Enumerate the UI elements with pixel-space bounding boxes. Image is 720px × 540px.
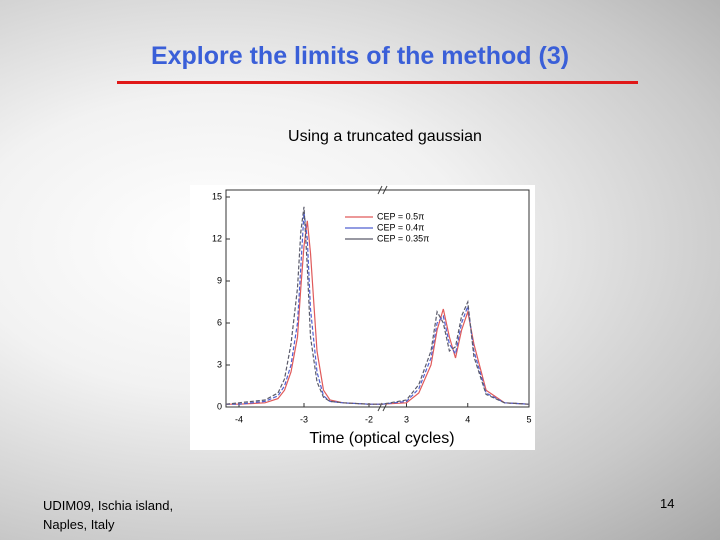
y-tick-label: 15 <box>212 191 222 201</box>
footer: UDIM09, Ischia island, Naples, Italy <box>43 496 173 534</box>
footer-line: UDIM09, Ischia island, <box>43 498 174 513</box>
y-tick-label: 0 <box>217 401 222 411</box>
series-line <box>225 206 530 405</box>
y-tick-label: 3 <box>217 359 222 369</box>
x-tick-label: 4 <box>465 414 470 424</box>
x-tick-label: 5 <box>526 414 531 424</box>
slide-title: Explore the limits of the method (3) <box>150 42 570 70</box>
plot-frame <box>225 189 530 408</box>
y-tick-label: 9 <box>217 275 222 285</box>
legend-label: CEP = 0.4π <box>377 222 424 232</box>
slide-subtitle: Using a truncated gaussian <box>288 128 482 145</box>
y-tick-label: 12 <box>212 233 222 243</box>
x-axis-label: Time (optical cycles) <box>309 430 454 447</box>
footer-line: Naples, Italy <box>43 517 115 532</box>
legend-label: CEP = 0.5π <box>377 211 424 221</box>
x-tick-label: -2 <box>365 414 373 424</box>
x-tick-label: -3 <box>300 414 308 424</box>
title-rule <box>117 81 638 84</box>
chart-background <box>190 185 535 450</box>
page-number: 14 <box>660 496 675 511</box>
x-tick-label: -4 <box>235 414 243 424</box>
x-tick-label: 3 <box>404 414 409 424</box>
y-tick-label: 6 <box>217 317 222 327</box>
legend-label: CEP = 0.35π <box>377 233 429 243</box>
